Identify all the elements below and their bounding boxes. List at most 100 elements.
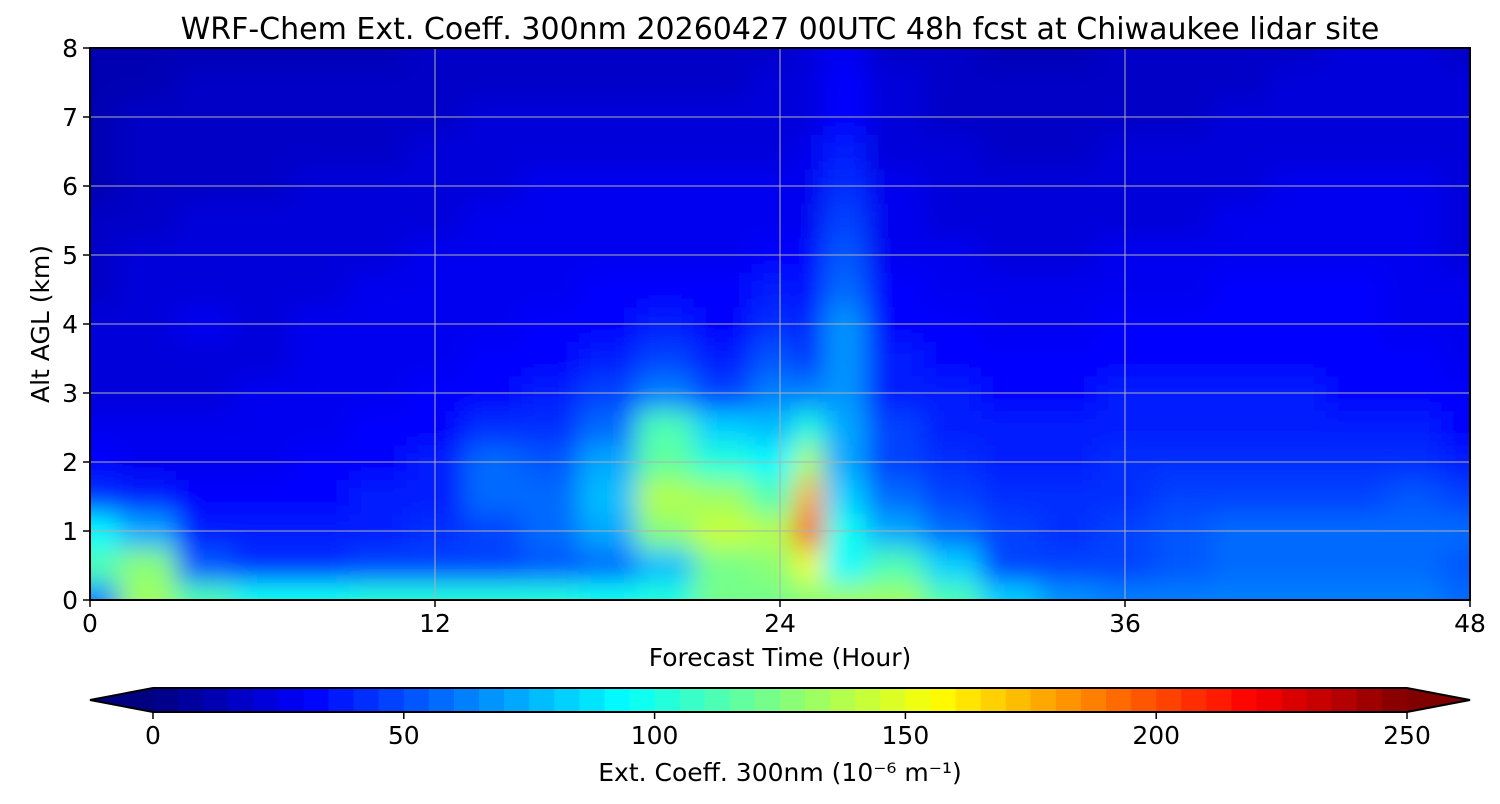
colorbar-segment (403, 688, 430, 712)
y-tick-label: 1 (62, 517, 78, 546)
colorbar-segment (830, 688, 856, 712)
heatmap-cell (521, 479, 580, 515)
heatmap-cell (118, 48, 177, 66)
heatmap-cell (233, 134, 292, 170)
heatmap-cell (348, 548, 407, 584)
colorbar-segment (1181, 688, 1207, 712)
heatmap-cell (751, 134, 795, 170)
heatmap-cell (118, 410, 177, 446)
heatmap-cell (866, 582, 925, 600)
heatmap-cell (521, 410, 580, 446)
heatmap-cell (1326, 272, 1385, 308)
heatmap-cell (118, 548, 177, 584)
heatmap-cell (1153, 65, 1212, 101)
colorbar-segment (1281, 688, 1308, 712)
heatmap-cell (693, 548, 752, 584)
heatmap-cell (1038, 203, 1097, 239)
colorbar-segment (855, 688, 881, 712)
heatmap-cell (1383, 410, 1442, 446)
heatmap-cell (693, 341, 752, 377)
heatmap-cell (1441, 582, 1470, 600)
heatmap-cell (1268, 203, 1327, 239)
heatmap-cell (823, 410, 867, 446)
heatmap-cell (233, 272, 292, 308)
heatmap-cell (1268, 65, 1327, 101)
y-tick-label: 8 (62, 34, 78, 63)
heatmap-cell (981, 65, 1040, 101)
heatmap-cell (923, 272, 982, 308)
x-tick-label: 36 (1109, 609, 1141, 638)
colorbar-segment (153, 688, 179, 712)
colorbar-segment (1381, 688, 1408, 712)
heatmap-cell (1038, 65, 1097, 101)
colorbar-segment (729, 688, 756, 712)
heatmap-cell (233, 341, 292, 377)
heatmap-cell (463, 410, 522, 446)
heatmap-cell (636, 410, 695, 446)
heatmap-cell (291, 134, 350, 170)
heatmap-cell (823, 341, 867, 377)
colorbar-segment (930, 688, 957, 712)
heatmap-cell (176, 65, 235, 101)
heatmap-cell (866, 548, 925, 584)
colorbar-segment (1005, 688, 1032, 712)
colorbar-segment (504, 688, 530, 712)
x-tick-label: 12 (419, 609, 451, 638)
heatmap-cell (866, 203, 925, 239)
colorbar-segment (604, 688, 631, 712)
colorbar (89, 687, 1471, 713)
heatmap-cell (1383, 65, 1442, 101)
heatmap-cell (578, 341, 637, 377)
heatmap-cell (1326, 65, 1385, 101)
colorbar-segment (303, 688, 330, 712)
colorbar-segment (1306, 688, 1333, 712)
heatmap-cell (636, 65, 695, 101)
heatmap-cell (90, 203, 120, 239)
heatmap-cell (923, 134, 982, 170)
colorbar-segment (1055, 688, 1082, 712)
heatmap-cell (1038, 134, 1097, 170)
heatmap-cell (578, 548, 637, 584)
heatmap-cell (463, 48, 522, 66)
colorbar-ticks: 0 50 100 150 200 250 (145, 712, 1431, 750)
heatmap-cell (1153, 341, 1212, 377)
colorbar-segment (1231, 688, 1258, 712)
heatmap-cell (521, 582, 580, 600)
heatmap-cell (176, 548, 235, 584)
heatmap-cell (636, 272, 695, 308)
heatmap-cell (636, 341, 695, 377)
colorbar-segment (1080, 688, 1107, 712)
heatmap-cell (751, 548, 795, 584)
heatmap-cell (578, 48, 637, 66)
heatmap-cell (823, 203, 867, 239)
heatmap-cell (693, 479, 752, 515)
heatmap-cell (693, 582, 752, 600)
colorbar-segment (905, 688, 932, 712)
colorbar-segment (328, 688, 355, 712)
heatmap-cell (1211, 410, 1270, 446)
heatmap-cell (981, 203, 1040, 239)
heatmap-cell (118, 203, 177, 239)
heatmap-cell (823, 548, 867, 584)
heatmap-cell (981, 341, 1040, 377)
colorbar-tick-label: 200 (1132, 721, 1180, 750)
heatmap-cell (1441, 65, 1470, 101)
colorbar-segment (278, 688, 305, 712)
heatmap-cell (233, 479, 292, 515)
heatmap-cell (118, 582, 177, 600)
colorbar-tick-label: 50 (388, 721, 420, 750)
heatmap-cell (923, 341, 982, 377)
colorbar-segment (679, 688, 706, 712)
heatmap-cell (823, 272, 867, 308)
colorbar-segment (353, 688, 380, 712)
x-tick-label: 0 (82, 609, 98, 638)
heatmap-cell (348, 203, 407, 239)
colorbar-segment (203, 688, 229, 712)
heatmap-cell (981, 410, 1040, 446)
heatmap-cell (233, 203, 292, 239)
heatmap-cell (1153, 134, 1212, 170)
colorbar-segment (880, 688, 906, 712)
heatmap-cell (1326, 203, 1385, 239)
heatmap-cell (1383, 48, 1442, 66)
